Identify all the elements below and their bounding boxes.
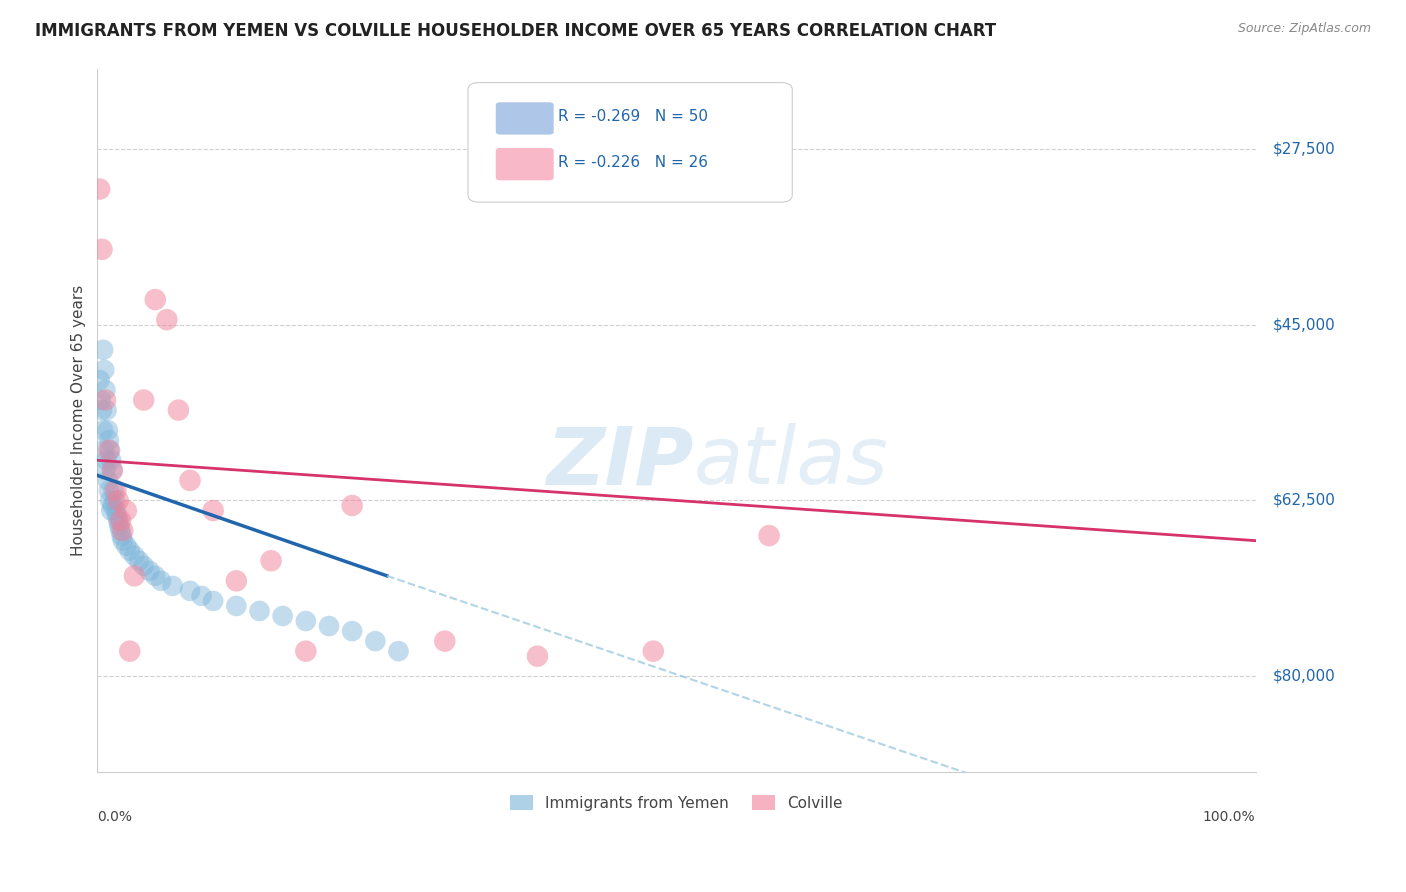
Point bbox=[93, 363, 115, 377]
Point bbox=[89, 373, 111, 387]
Point bbox=[100, 453, 122, 467]
Point bbox=[179, 583, 201, 598]
Point bbox=[91, 243, 114, 257]
Point bbox=[295, 644, 318, 658]
Point bbox=[101, 463, 124, 477]
Text: IMMIGRANTS FROM YEMEN VS COLVILLE HOUSEHOLDER INCOME OVER 65 YEARS CORRELATION C: IMMIGRANTS FROM YEMEN VS COLVILLE HOUSEH… bbox=[35, 22, 997, 40]
Point bbox=[167, 403, 190, 417]
Point bbox=[115, 539, 138, 553]
Text: Source: ZipAtlas.com: Source: ZipAtlas.com bbox=[1237, 22, 1371, 36]
Point bbox=[225, 599, 247, 613]
Point bbox=[105, 508, 128, 523]
Point bbox=[111, 528, 134, 542]
Point bbox=[97, 483, 120, 498]
Point bbox=[260, 554, 283, 568]
Text: atlas: atlas bbox=[693, 424, 889, 501]
Point bbox=[91, 403, 114, 417]
Point bbox=[104, 503, 127, 517]
Point bbox=[96, 453, 118, 467]
Point bbox=[143, 293, 166, 307]
Point bbox=[97, 443, 120, 458]
Text: 100.0%: 100.0% bbox=[1204, 810, 1256, 824]
Text: R = -0.226   N = 26: R = -0.226 N = 26 bbox=[558, 154, 709, 169]
Point bbox=[93, 443, 115, 458]
Point bbox=[225, 574, 247, 588]
Point bbox=[89, 182, 111, 196]
Text: ZIP: ZIP bbox=[547, 424, 693, 501]
Point bbox=[138, 564, 160, 578]
FancyBboxPatch shape bbox=[496, 103, 554, 135]
Text: $80,000: $80,000 bbox=[1272, 669, 1336, 684]
Point bbox=[143, 569, 166, 583]
Point bbox=[101, 463, 124, 477]
Point bbox=[179, 474, 201, 488]
Point bbox=[110, 524, 132, 538]
Point bbox=[91, 343, 114, 357]
Point bbox=[150, 574, 173, 588]
Text: $27,500: $27,500 bbox=[1272, 142, 1336, 156]
Point bbox=[128, 554, 150, 568]
Point bbox=[162, 579, 184, 593]
Point bbox=[98, 493, 121, 508]
Point bbox=[97, 434, 120, 448]
Point bbox=[91, 423, 114, 437]
Text: $45,000: $45,000 bbox=[1272, 318, 1336, 332]
Point bbox=[98, 443, 121, 458]
Point bbox=[100, 503, 122, 517]
Point bbox=[111, 533, 134, 548]
Point bbox=[107, 493, 129, 508]
Y-axis label: Householder Income Over 65 years: Householder Income Over 65 years bbox=[72, 285, 86, 556]
Point bbox=[104, 483, 127, 498]
Point bbox=[118, 644, 141, 658]
Point bbox=[340, 499, 363, 513]
Point bbox=[526, 649, 548, 664]
Point bbox=[132, 558, 155, 573]
Point bbox=[340, 624, 363, 638]
Point bbox=[111, 524, 134, 538]
Point bbox=[202, 503, 225, 517]
Point bbox=[132, 392, 155, 407]
Point bbox=[249, 604, 271, 618]
Point bbox=[107, 514, 129, 528]
Point bbox=[94, 383, 117, 397]
Point bbox=[124, 549, 146, 563]
FancyBboxPatch shape bbox=[496, 148, 554, 180]
Point bbox=[271, 609, 294, 624]
Text: $62,500: $62,500 bbox=[1272, 493, 1336, 508]
Point bbox=[295, 614, 318, 628]
Point bbox=[643, 644, 665, 658]
Text: R = -0.269   N = 50: R = -0.269 N = 50 bbox=[558, 109, 709, 124]
Point bbox=[758, 528, 780, 542]
Point bbox=[387, 644, 409, 658]
Point bbox=[115, 503, 138, 517]
Point bbox=[94, 392, 117, 407]
Point bbox=[190, 589, 212, 603]
Point bbox=[97, 423, 120, 437]
Point bbox=[124, 569, 146, 583]
Point bbox=[101, 499, 124, 513]
Legend: Immigrants from Yemen, Colville: Immigrants from Yemen, Colville bbox=[505, 789, 849, 817]
Point bbox=[202, 594, 225, 608]
Point bbox=[90, 392, 112, 407]
Point bbox=[364, 634, 387, 648]
Point bbox=[110, 514, 132, 528]
Point bbox=[156, 312, 179, 326]
Point bbox=[433, 634, 456, 648]
Point bbox=[94, 463, 117, 477]
Point bbox=[318, 619, 340, 633]
Point bbox=[118, 543, 141, 558]
Text: 0.0%: 0.0% bbox=[97, 810, 132, 824]
FancyBboxPatch shape bbox=[468, 83, 792, 202]
Point bbox=[96, 403, 118, 417]
Point bbox=[97, 474, 120, 488]
Point bbox=[108, 518, 131, 533]
Point bbox=[103, 483, 125, 498]
Point bbox=[104, 493, 127, 508]
